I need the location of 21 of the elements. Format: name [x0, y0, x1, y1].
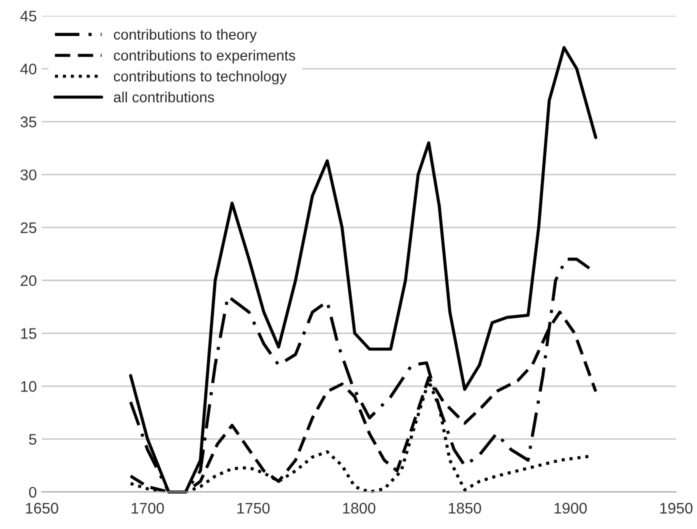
y-tick-label: 25	[20, 222, 36, 234]
y-tick-label: 30	[20, 169, 36, 180]
x-tick-label: 1750	[237, 502, 270, 514]
y-tick-label: 40	[20, 64, 36, 74]
legend-label: contributions to theory	[114, 28, 257, 43]
legend-label: contributions to technology	[114, 70, 287, 84]
x-tick-label: 1850	[448, 502, 482, 514]
x-tick-label: 1800	[343, 502, 376, 514]
y-tick-label: 5	[29, 434, 36, 445]
y-tick-label: 45	[20, 10, 36, 22]
x-tick-label: 1650	[26, 502, 58, 514]
x-tick-label: 1700	[132, 502, 164, 514]
x-tick-label: 1950	[660, 502, 692, 514]
x-tick-label: 1900	[554, 502, 587, 514]
y-tick-label: 35	[20, 116, 36, 128]
legend-label: all contributions	[114, 92, 214, 102]
y-tick-label: 15	[21, 328, 36, 339]
y-tick-label: 20	[20, 275, 36, 286]
y-tick-label: 10	[21, 381, 36, 392]
y-tick-label: 0	[29, 486, 36, 498]
legend-label: contributions to experiments	[114, 50, 296, 64]
